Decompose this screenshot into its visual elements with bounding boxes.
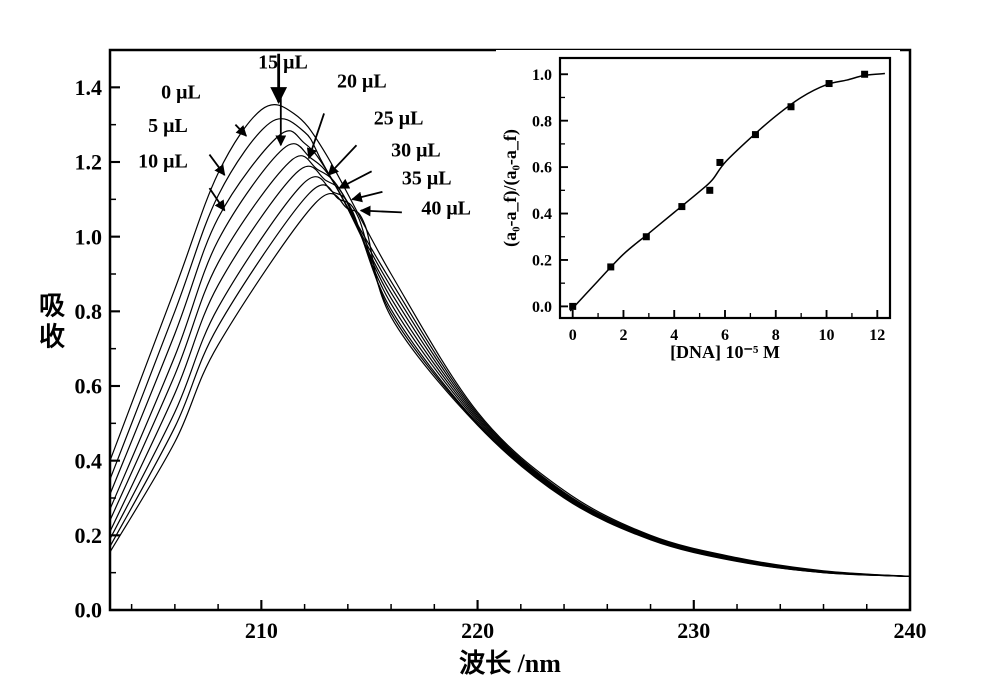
svg-text:0.0: 0.0 [75, 598, 103, 623]
curve-label: 30 μL [391, 139, 441, 161]
curve-label: 35 μL [402, 167, 452, 189]
svg-text:220: 220 [461, 618, 494, 643]
inset-data-point [706, 187, 713, 194]
svg-text:12: 12 [869, 327, 885, 344]
figure: 2102202302400.00.20.40.60.81.01.21.40 μL… [0, 0, 1000, 700]
svg-text:0.0: 0.0 [532, 299, 552, 316]
svg-text:0.6: 0.6 [532, 160, 552, 177]
curve-label: 5 μL [148, 115, 188, 137]
svg-text:240: 240 [894, 618, 927, 643]
svg-text:0.8: 0.8 [532, 113, 552, 130]
svg-text:230: 230 [677, 618, 710, 643]
x-axis-label: 波长 /nm [459, 649, 561, 678]
inset-x-label: [DNA] 10⁻⁵ M [670, 342, 780, 362]
svg-text:1.2: 1.2 [75, 150, 103, 175]
inset-data-point [678, 203, 685, 210]
svg-text:0.8: 0.8 [75, 299, 103, 324]
inset-data-point [861, 71, 868, 78]
inset-data-point [716, 159, 723, 166]
svg-text:0.2: 0.2 [75, 523, 103, 548]
svg-text:2: 2 [619, 327, 627, 344]
svg-text:0: 0 [569, 327, 577, 344]
svg-text:0.6: 0.6 [75, 374, 103, 399]
curve-label: 15 μL [258, 52, 308, 74]
svg-text:0.2: 0.2 [532, 253, 552, 270]
svg-text:0.4: 0.4 [532, 206, 552, 223]
svg-text:10: 10 [819, 327, 835, 344]
svg-text:1.0: 1.0 [75, 224, 103, 249]
inset-data-point [569, 303, 576, 310]
svg-text:210: 210 [245, 618, 278, 643]
inset-y-label: (a₀-a_f)/(a₀-a_f) [500, 129, 521, 247]
inset-plot: 0246810120.00.20.40.60.81.0[DNA] 10⁻⁵ M(… [496, 50, 900, 370]
inset-data-point [643, 233, 650, 240]
curve-label: 10 μL [138, 151, 188, 173]
inset-data-point [607, 263, 614, 270]
y-axis-label: 收 [39, 323, 65, 352]
y-axis-label: 吸 [39, 291, 65, 320]
inset-data-point [752, 131, 759, 138]
curve-label: 0 μL [161, 82, 201, 104]
curve-label: 25 μL [374, 108, 424, 130]
inset-data-point [826, 80, 833, 87]
curve-label: 20 μL [337, 70, 387, 92]
inset-data-point [788, 103, 795, 110]
svg-text:1.0: 1.0 [532, 67, 552, 84]
svg-text:0.4: 0.4 [75, 448, 103, 473]
curve-label: 40 μL [421, 197, 471, 219]
svg-text:1.4: 1.4 [75, 75, 103, 100]
